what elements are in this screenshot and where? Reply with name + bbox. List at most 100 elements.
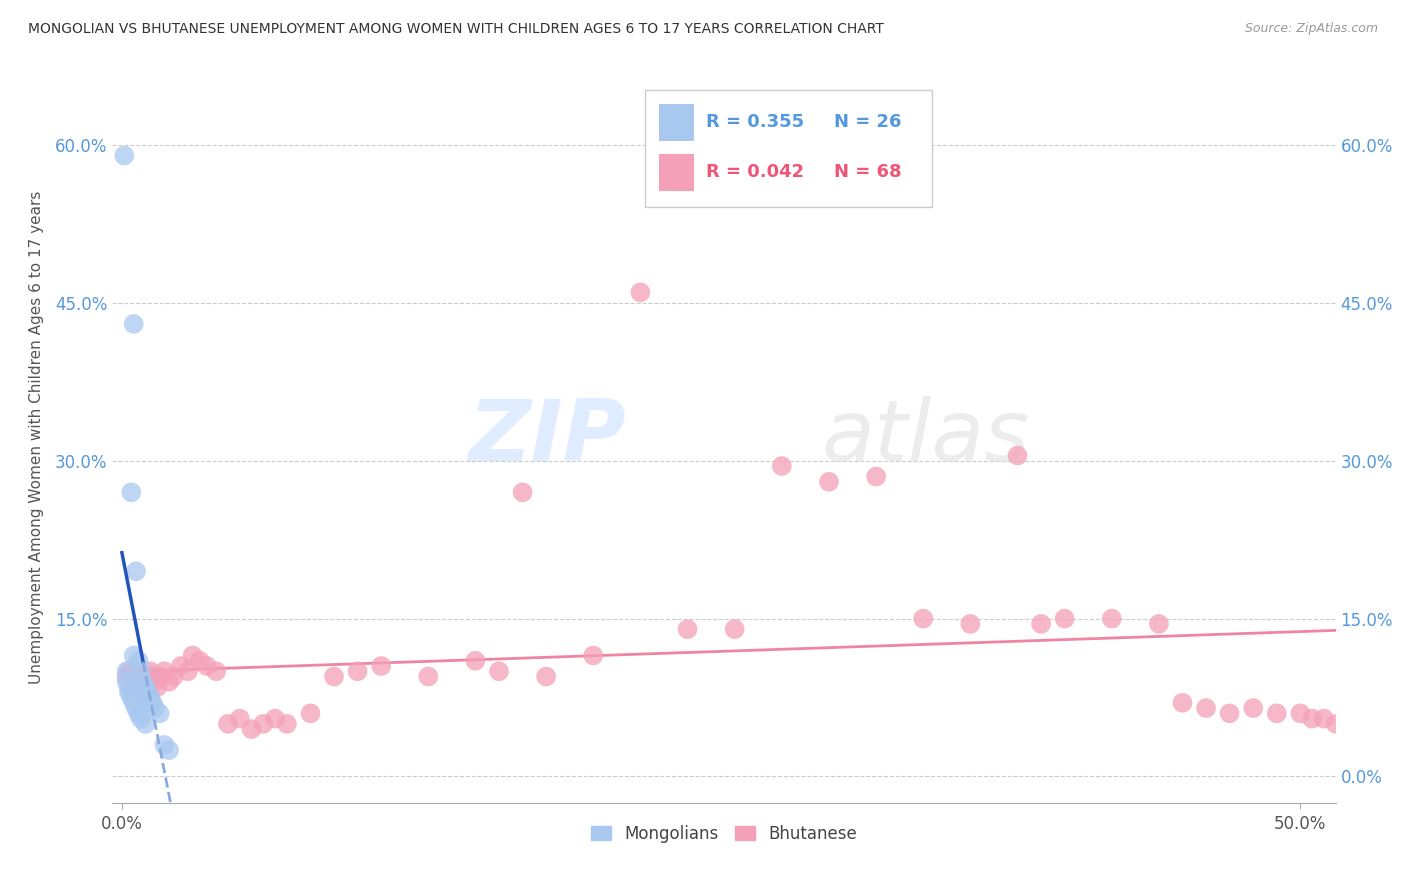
Text: R = 0.355: R = 0.355 [706,112,804,131]
Point [1053,612,1076,626]
Point [115,669,138,683]
Point [582,648,605,663]
Point [157,674,180,689]
Point [112,148,135,162]
Point [122,669,145,683]
Point [132,674,155,689]
Bar [659,104,693,141]
Point [188,654,211,668]
Point [676,622,699,636]
Point [125,701,148,715]
Point [252,717,274,731]
Point [115,665,138,679]
Point [724,622,747,636]
Point [120,680,142,694]
Point [170,659,193,673]
Point [120,690,142,705]
Point [1301,712,1323,726]
Point [127,654,149,668]
Point [132,674,155,689]
Point [146,680,169,694]
Point [912,612,935,626]
Point [136,685,159,699]
Point [770,458,793,473]
Bar [659,154,693,191]
Point [149,706,172,721]
Point [157,743,180,757]
Point [127,685,149,699]
Point [136,680,159,694]
Point [1171,696,1194,710]
Point [1101,612,1123,626]
Point [122,648,145,663]
Point [1324,717,1347,731]
Point [115,674,138,689]
FancyBboxPatch shape [644,90,932,207]
Point [818,475,841,489]
Point [134,680,156,694]
Point [177,665,200,679]
Point [143,674,166,689]
Text: Source: ZipAtlas.com: Source: ZipAtlas.com [1244,22,1378,36]
Point [323,669,346,683]
Point [127,706,149,721]
Point [122,317,145,331]
Point [1195,701,1218,715]
Point [1313,712,1336,726]
Point [129,669,152,683]
Point [141,669,163,683]
Point [229,712,252,726]
Point [534,669,557,683]
Text: R = 0.042: R = 0.042 [706,162,804,180]
Point [205,665,228,679]
Point [195,659,218,673]
Text: MONGOLIAN VS BHUTANESE UNEMPLOYMENT AMONG WOMEN WITH CHILDREN AGES 6 TO 17 YEARS: MONGOLIAN VS BHUTANESE UNEMPLOYMENT AMON… [28,22,884,37]
Point [153,665,176,679]
Point [370,659,392,673]
Point [122,685,145,699]
Point [628,285,651,300]
Point [139,665,162,679]
Text: ZIP: ZIP [468,395,626,479]
Text: atlas: atlas [823,395,1031,479]
Point [1265,706,1288,721]
Point [464,654,486,668]
Point [125,680,148,694]
Point [141,696,163,710]
Text: N = 26: N = 26 [834,112,901,131]
Point [139,690,162,705]
Point [125,564,148,578]
Point [129,680,152,694]
Point [512,485,534,500]
Point [488,665,510,679]
Point [118,680,141,694]
Legend: Mongolians, Bhutanese: Mongolians, Bhutanese [585,818,863,849]
Point [143,701,166,715]
Point [118,665,141,679]
Point [125,674,148,689]
Point [118,685,141,699]
Y-axis label: Unemployment Among Women with Children Ages 6 to 17 years: Unemployment Among Women with Children A… [30,190,44,684]
Point [299,706,322,721]
Point [1289,706,1312,721]
Point [240,722,263,736]
Point [1147,616,1170,631]
Point [129,712,152,726]
Point [127,665,149,679]
Point [865,469,887,483]
Point [346,665,368,679]
Point [1029,616,1052,631]
Point [959,616,981,631]
Point [276,717,298,731]
Point [1219,706,1241,721]
Point [217,717,239,731]
Point [120,485,142,500]
Point [1241,701,1264,715]
Point [149,669,172,683]
Text: N = 68: N = 68 [834,162,901,180]
Point [134,685,156,699]
Point [153,738,176,752]
Point [134,717,156,731]
Point [163,669,186,683]
Point [120,674,142,689]
